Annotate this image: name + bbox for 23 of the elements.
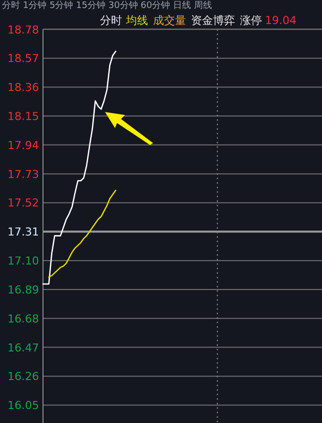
line-series	[48, 190, 116, 278]
y-tick-label: 16.68	[8, 312, 39, 326]
y-tick-label: 17.94	[8, 138, 39, 152]
y-tick-label: 18.15	[8, 110, 39, 124]
y-tick-label: 16.89	[8, 283, 39, 296]
text: 19.04	[265, 14, 296, 27]
y-tick-label: 18.36	[8, 81, 39, 94]
text: 资金博弈	[191, 14, 235, 27]
y-tick-label: 16.05	[8, 399, 39, 412]
y-tick-label: 17.10	[8, 254, 39, 268]
text: 涨停	[240, 14, 262, 27]
text: 分时 1分钟 5分钟 15分钟 30分钟 60分钟 日线 周线	[2, 0, 212, 11]
y-tick-label: 17.52	[8, 196, 39, 210]
y-tick-label: 17.73	[8, 168, 39, 181]
text: 成交量	[153, 14, 186, 27]
line-series	[42, 50, 116, 285]
y-tick-label: 16.26	[8, 370, 39, 384]
y-tick-label: 18.78	[8, 23, 39, 36]
text: 分时	[100, 14, 122, 27]
y-tick-label: 16.47	[8, 341, 39, 354]
y-tick-label: 18.57	[8, 52, 39, 66]
text: 均线	[125, 14, 148, 27]
y-tick-label: 17.31	[8, 226, 39, 239]
